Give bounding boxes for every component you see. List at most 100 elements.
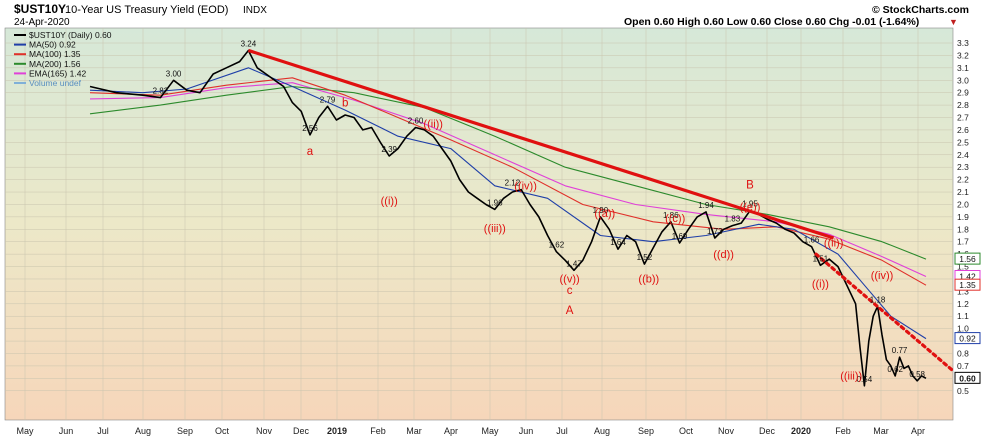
header-exchange: INDX (243, 5, 267, 16)
trendlines (247, 48, 953, 373)
x-tick-label: Jun (519, 426, 534, 436)
y-tick-label: 1.7 (957, 237, 969, 247)
wave-label: ((b)) (638, 274, 659, 286)
value-label: 1.90 (593, 206, 609, 215)
x-tick-label: 2019 (327, 426, 347, 436)
wave-labels: a b ((i)) ((ii)) ((iii)) ((iv)) ((v))cA ((a)) ((… (307, 97, 894, 382)
value-label: 0.62 (887, 365, 903, 374)
right-badges: 1.56 1.421.35 0.92 0.60 (954, 252, 981, 384)
value-label: 0.77 (892, 346, 908, 355)
x-tick-label: Mar (873, 426, 889, 436)
value-label: 1.83 (725, 215, 741, 224)
wave-label: ((c)) (665, 213, 685, 225)
value-label: 1.73 (707, 227, 723, 236)
wave-label: a (307, 146, 314, 158)
x-tick-label: Apr (911, 426, 925, 436)
y-tick-label: 2.6 (957, 125, 969, 135)
x-tick-label: 2020 (791, 426, 811, 436)
trendline-dotted (814, 252, 953, 373)
value-label: 1.86 (663, 211, 679, 220)
y-tick-label: 1.0 (957, 324, 969, 334)
y-tick-label: 0.8 (957, 349, 969, 359)
x-tick-label: Jun (59, 426, 74, 436)
x-tick-label: Oct (215, 426, 230, 436)
wave-label: b (342, 97, 348, 109)
x-tick-label: Feb (835, 426, 851, 436)
series-line-ma-200- (89, 85, 927, 260)
value-label: 1.64 (610, 238, 626, 247)
y-tick-label: 2.8 (957, 100, 969, 110)
series-line-ma-100- (89, 77, 927, 286)
wave-label: A (566, 305, 574, 317)
wave-label: ((d)) (713, 249, 734, 261)
value-badge-text: 1.42 (959, 271, 976, 281)
value-label: 2.79 (320, 95, 336, 104)
x-tick-label: Aug (594, 426, 610, 436)
wave-label: ((iv)) (514, 181, 537, 193)
value-badge-text: 1.56 (959, 254, 976, 264)
x-tick-label: Jul (97, 426, 109, 436)
value-badge-box (954, 332, 981, 345)
value-label: 1.69 (672, 232, 688, 241)
y-tick-label: 3.3 (957, 38, 969, 48)
value-badge-text: 0.60 (959, 373, 976, 383)
y-tick-label: 2.3 (957, 162, 969, 172)
y-tick-label: 2.0 (957, 199, 969, 209)
x-tick-label: Jul (556, 426, 568, 436)
y-tick-label: 1.2 (957, 299, 969, 309)
y-tick-label: 0.5 (957, 386, 969, 396)
x-tick-label: Sep (638, 426, 654, 436)
value-label: 2.60 (408, 116, 424, 125)
wave-label: ((ii)) (824, 238, 844, 250)
value-label: 1.52 (637, 253, 653, 262)
x-tick-label: Nov (256, 426, 273, 436)
series-line--ust10y-daily- (89, 49, 927, 387)
x-tick-label: Mar (406, 426, 422, 436)
legend-entry: MA(100) 1.35 (29, 49, 81, 59)
trendline-solid (247, 48, 835, 240)
value-label: 1.96 (487, 198, 503, 207)
legend-entry: EMA(165) 1.42 (29, 68, 86, 78)
x-tick-label: Dec (759, 426, 776, 436)
y-tick-label: 3.1 (957, 63, 969, 73)
value-label: 2.39 (381, 145, 397, 154)
x-tick-label: Feb (370, 426, 386, 436)
x-tick-label: May (481, 426, 499, 436)
y-tick-label: 2.7 (957, 113, 969, 123)
wave-label: ((v)) (560, 274, 580, 286)
wave-label: ((a)) (594, 208, 615, 220)
y-tick-label: 2.5 (957, 137, 969, 147)
x-tick-label: Dec (293, 426, 310, 436)
x-tick-label: Apr (444, 426, 458, 436)
y-tick-label: 3.0 (957, 75, 969, 85)
value-badge-box (954, 278, 981, 291)
wave-label: ((e)) (740, 202, 761, 214)
wave-label: ((iv)) (871, 270, 894, 282)
x-axis-ticks: May Jun Jul Aug Sep Oct Nov Dec 2019 Feb Mar Apr May… (16, 426, 925, 436)
y-tick-label: 1.1 (957, 311, 969, 321)
x-tick-label: Oct (679, 426, 694, 436)
wave-label: ((i)) (812, 279, 829, 291)
legend-entry: $UST10Y (Daily) 0.60 (29, 30, 112, 40)
value-label: 2.82 (153, 87, 169, 96)
series-lines (89, 49, 927, 387)
x-tick-label: Aug (135, 426, 151, 436)
header-symbol: $UST10Y (14, 2, 66, 16)
value-label: 3.24 (241, 39, 257, 48)
y-tick-label: 1.8 (957, 224, 969, 234)
value-label: 2.56 (302, 124, 318, 133)
value-label: 1.47 (566, 259, 582, 268)
y-tick-label: 2.1 (957, 187, 969, 197)
value-label: 2.12 (505, 179, 521, 188)
y-tick-label: 3.2 (957, 50, 969, 60)
value-badge-text: 0.92 (959, 334, 976, 344)
value-label: 1.95 (742, 200, 758, 209)
x-tick-label: Nov (718, 426, 735, 436)
y-tick-label: 2.4 (957, 150, 969, 160)
value-label: 1.94 (698, 201, 714, 210)
wave-label: B (746, 179, 754, 191)
series-line-ma-50- (89, 67, 927, 340)
source-credit: © StockCharts.com (872, 4, 969, 16)
